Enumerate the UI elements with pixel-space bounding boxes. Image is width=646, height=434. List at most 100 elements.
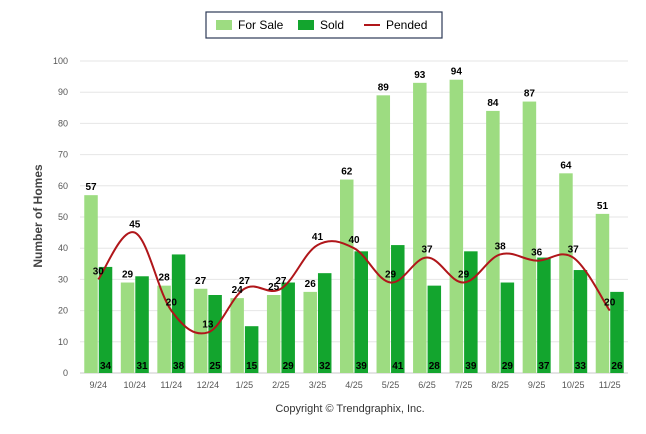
bar-sold: [427, 285, 442, 373]
x-tick-label: 7/25: [455, 380, 473, 390]
label-for-sale: 94: [451, 67, 463, 78]
label-pended: 29: [458, 270, 470, 281]
bar-for-sale: [413, 82, 427, 373]
label-for-sale: 84: [487, 98, 499, 109]
label-sold: 34: [100, 361, 112, 372]
bar-sold: [610, 291, 624, 373]
pended-line: [97, 231, 611, 335]
label-sold: 33: [575, 361, 587, 372]
y-tick-label: 30: [58, 274, 68, 284]
y-tick-label: 0: [63, 368, 68, 378]
pended-line-path: [97, 231, 611, 335]
label-sold: 15: [246, 361, 258, 372]
label-for-sale: 87: [524, 89, 536, 100]
x-axis: 9/24 10/24 11/24 12/24 1/25 2/25 3/25 4/25 5/25 6…: [90, 380, 621, 390]
y-tick-label: 40: [58, 243, 68, 253]
x-tick-label: 8/25: [491, 380, 509, 390]
label-for-sale: 89: [378, 82, 390, 93]
bar-sold: [317, 273, 332, 373]
label-pended: 20: [604, 298, 616, 309]
label-sold: 28: [429, 361, 441, 372]
bar-sold: [244, 326, 259, 373]
label-sold: 29: [283, 361, 295, 372]
legend-label-sold: Sold: [320, 18, 344, 32]
label-sold: 26: [611, 361, 623, 372]
label-pended: 37: [422, 245, 434, 256]
label-for-sale: 64: [560, 160, 572, 171]
label-for-sale: 51: [597, 201, 609, 212]
x-tick-label: 4/25: [345, 380, 363, 390]
label-for-sale: 62: [341, 167, 353, 178]
bar-sold: [208, 295, 222, 373]
x-tick-label: 11/25: [599, 380, 621, 390]
x-tick-label: 6/25: [418, 380, 436, 390]
label-pended: 27: [239, 276, 251, 287]
y-tick-label: 80: [58, 118, 68, 128]
x-tick-label: 10/25: [562, 380, 585, 390]
label-pended: 30: [93, 266, 105, 277]
x-tick-label: 3/25: [309, 380, 327, 390]
copyright-footer: Copyright © Trendgraphix, Inc.: [275, 403, 424, 415]
label-pended: 40: [348, 235, 360, 246]
bar-for-sale: [595, 213, 610, 373]
label-for-sale: 26: [305, 279, 317, 290]
y-axis: 0 10 20 30 40 50 60 70 80 90 100: [53, 56, 68, 378]
bar-for-sale: [120, 282, 135, 373]
x-tick-label: 1/25: [236, 380, 254, 390]
label-pended: 27: [275, 276, 287, 287]
x-tick-label: 9/24: [90, 380, 108, 390]
legend-label-for-sale: For Sale: [238, 18, 284, 32]
label-for-sale: 29: [122, 270, 134, 281]
label-pended: 38: [495, 241, 507, 252]
label-pended: 45: [129, 220, 141, 231]
label-for-sale: 93: [414, 70, 426, 81]
label-sold: 31: [136, 361, 148, 372]
label-for-sale: 24: [232, 285, 244, 296]
y-tick-label: 60: [58, 181, 68, 191]
label-for-sale: 27: [195, 276, 207, 287]
y-axis-title: Number of Homes: [31, 164, 45, 268]
x-tick-label: 2/25: [272, 380, 290, 390]
bar-for-sale: [376, 95, 391, 373]
bar-for-sale: [449, 79, 464, 373]
label-sold: 38: [173, 361, 185, 372]
bar-sold: [281, 282, 295, 373]
x-tick-label: 12/24: [197, 380, 220, 390]
label-sold: 37: [538, 361, 550, 372]
bar-for-sale: [193, 288, 208, 373]
x-tick-label: 10/24: [124, 380, 147, 390]
y-tick-label: 20: [58, 306, 68, 316]
bar-sold: [171, 254, 186, 373]
bar-for-sale: [486, 110, 500, 374]
legend-swatch-for-sale: [216, 20, 232, 30]
label-pended: 36: [531, 248, 543, 259]
y-tick-label: 50: [58, 212, 68, 222]
bar-for-sale: [303, 291, 317, 373]
bar-for-sale: [266, 295, 281, 373]
y-tick-label: 70: [58, 150, 68, 160]
data-labels: 5734293128382725241525292632623989419328…: [85, 67, 623, 372]
y-tick-label: 10: [58, 337, 68, 347]
legend: For Sale Sold Pended: [205, 11, 443, 39]
bar-for-sale: [157, 285, 171, 373]
label-pended: 37: [568, 245, 580, 256]
x-tick-label: 9/25: [528, 380, 546, 390]
x-tick-label: 11/24: [160, 380, 182, 390]
label-pended: 41: [312, 232, 324, 243]
label-sold: 41: [392, 361, 404, 372]
label-for-sale: 28: [159, 273, 171, 284]
bar-sold: [537, 257, 551, 373]
label-sold: 29: [502, 361, 514, 372]
x-tick-label: 5/25: [382, 380, 400, 390]
bar-for-sale: [340, 179, 354, 373]
y-tick-label: 100: [53, 56, 68, 66]
bar-for-sale: [522, 101, 537, 373]
legend-swatch-sold: [298, 20, 314, 30]
y-tick-label: 90: [58, 87, 68, 97]
bar-for-sale: [559, 173, 573, 373]
bar-sold: [391, 245, 405, 373]
label-sold: 39: [356, 361, 368, 372]
label-pended: 13: [202, 319, 214, 330]
bar-sold: [573, 270, 588, 373]
